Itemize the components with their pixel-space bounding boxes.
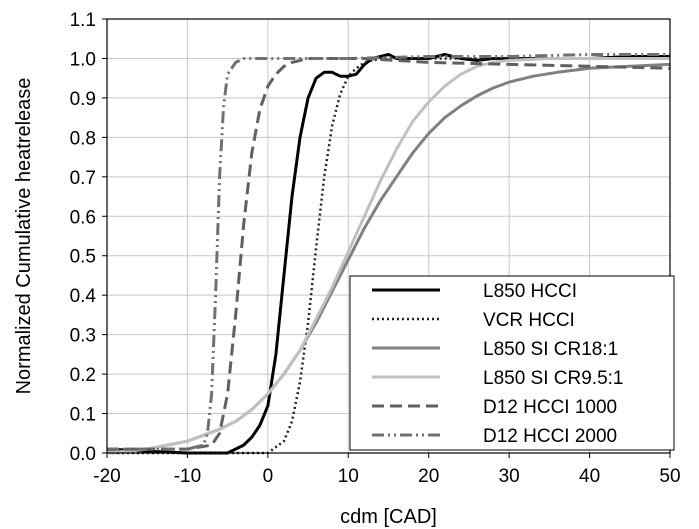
y-tick-label: 0.1	[70, 405, 96, 426]
series-line-6	[107, 53, 670, 451]
x-tick-label: 40	[579, 466, 600, 487]
x-tick-label: 50	[659, 466, 680, 487]
legend-label: VCR HCCI	[483, 310, 575, 331]
y-tick-label: 0.3	[70, 326, 96, 347]
y-tick-label: 0.8	[70, 128, 96, 149]
x-tick-label: 10	[338, 466, 359, 487]
x-tick-label: 20	[418, 466, 439, 487]
x-tick-label: 30	[499, 466, 520, 487]
legend: L850 HCCI VCR HCCI L850 SI CR18:1 L850 SI C…	[349, 275, 675, 451]
y-tick-label: 1.0	[70, 49, 96, 70]
y-tick-label: 1.1	[70, 10, 96, 31]
y-tick-label: 0.4	[70, 286, 97, 307]
series-lines	[106, 53, 671, 455]
legend-label: D12 HCCI 2000	[483, 426, 617, 447]
legend-label: D12 HCCI 1000	[483, 397, 617, 418]
legend-label: L850 SI CR9.5:1	[483, 368, 623, 389]
legend-label: L850 SI CR18:1	[483, 339, 618, 360]
y-tick-label: 0.9	[70, 89, 96, 110]
y-tick-label: 0.2	[70, 365, 96, 386]
y-tick-label: 0.0	[70, 444, 96, 465]
legend-label: L850 HCCI	[483, 281, 577, 302]
y-tick-labels: 0.0 0.1 0.2 0.3 0.4 0.5 0.6 0.7 0.8 0.9 1.0 1.1	[70, 10, 97, 465]
series-line-5	[107, 57, 671, 451]
x-tick-label: -10	[174, 466, 201, 487]
x-tick-label: -20	[93, 466, 120, 487]
x-tick-label: 0	[263, 466, 274, 487]
y-tick-label: 0.7	[70, 168, 96, 189]
x-tick-labels: -20 -10 0 10 20 30 40 50	[93, 466, 680, 487]
plot-frame	[106, 18, 671, 454]
y-tick-label: 0.6	[70, 207, 96, 228]
x-axis-label: cdm [CAD]	[340, 506, 437, 528]
series-line-4	[106, 57, 670, 455]
y-axis-label: Normalized Cumulative heatrelease	[13, 78, 35, 395]
y-tick-label: 0.5	[70, 247, 96, 268]
legend-box	[349, 275, 675, 451]
